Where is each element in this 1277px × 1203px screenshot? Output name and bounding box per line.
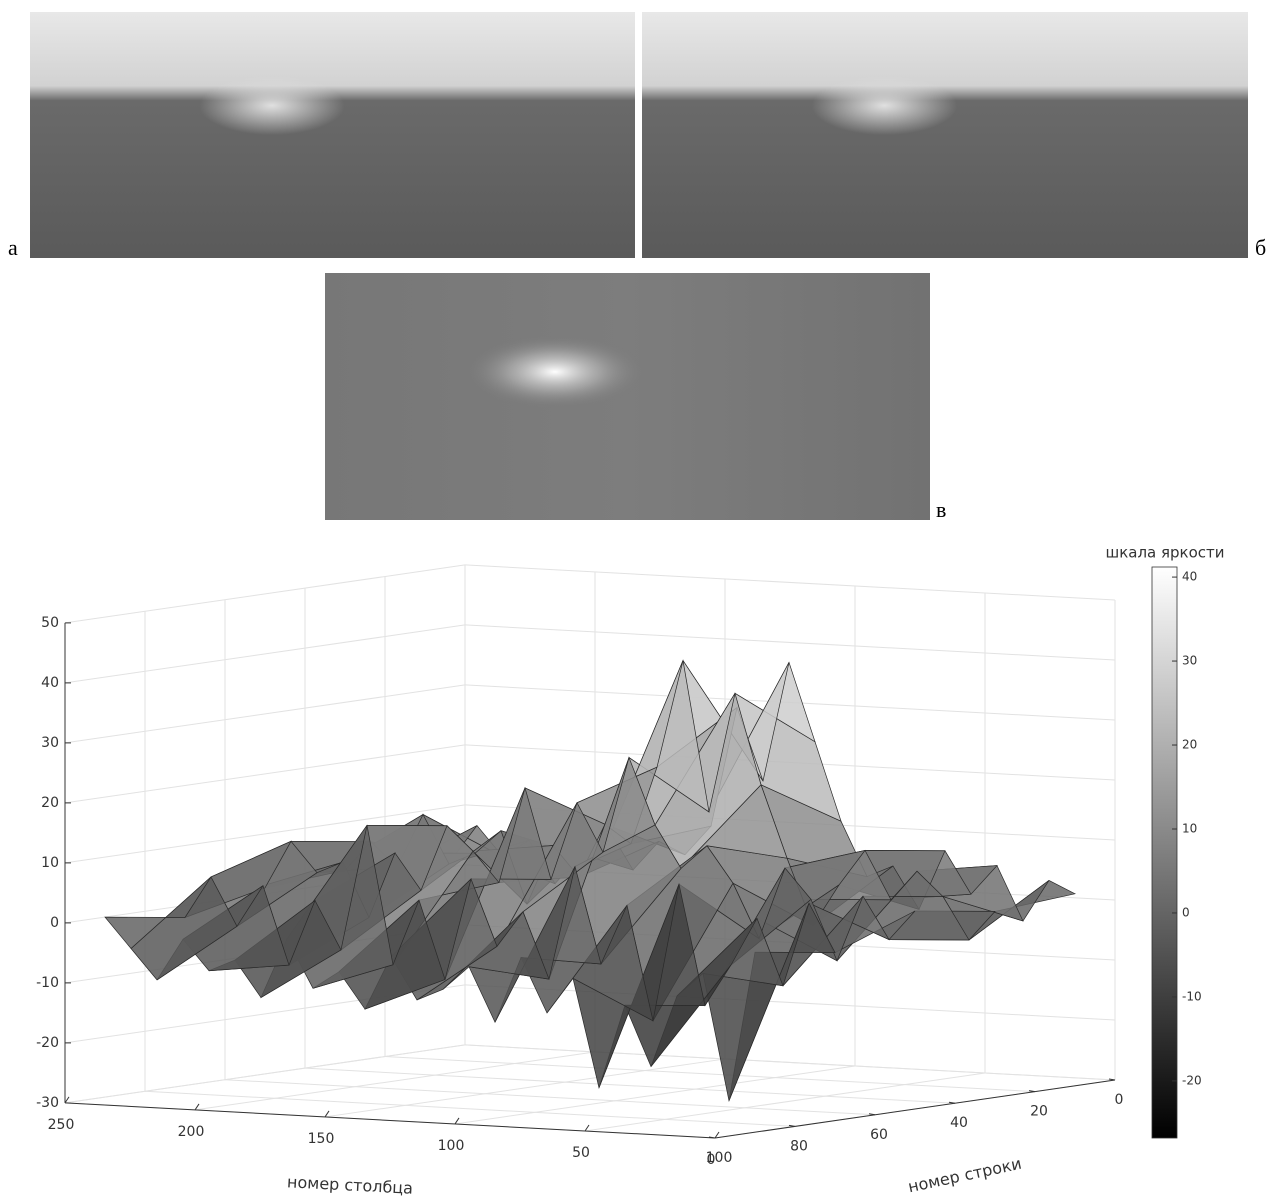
surface-plot: -30 -20 -10 0 10 20 30 40 50 0 50 100 150 200 250 0 20 40… bbox=[36, 564, 1124, 1198]
grid-line bbox=[464, 564, 1116, 601]
axis-line bbox=[64, 1102, 716, 1139]
x-tick-label: 100 bbox=[438, 1138, 465, 1154]
z-tick-label: 50 bbox=[41, 615, 59, 631]
grid-line bbox=[464, 1044, 1116, 1081]
grid-line bbox=[64, 1044, 466, 1104]
colorbar-tick-label: -20 bbox=[1182, 1073, 1202, 1087]
x-tick-label: 0 bbox=[707, 1152, 716, 1168]
grid-line bbox=[464, 984, 1116, 1021]
grid-line bbox=[304, 1067, 956, 1104]
tick-mark bbox=[584, 1124, 590, 1132]
z-tick-label: 0 bbox=[50, 915, 59, 931]
grid-line bbox=[64, 624, 466, 684]
colorbar-tick-label: 20 bbox=[1182, 738, 1197, 752]
colorbar-title: шкала яркости bbox=[1105, 544, 1224, 562]
y-tick-label: 20 bbox=[1030, 1104, 1048, 1120]
z-tick-label: -30 bbox=[36, 1095, 59, 1111]
grid-line bbox=[224, 1079, 876, 1116]
surface-face bbox=[104, 876, 212, 950]
grid-line bbox=[584, 1072, 986, 1132]
grid-line bbox=[454, 1065, 856, 1125]
grid-line bbox=[194, 1051, 596, 1111]
tick-mark bbox=[194, 1103, 200, 1111]
grid-line bbox=[64, 804, 466, 864]
z-tick-label: 10 bbox=[41, 855, 59, 871]
z-tick-label: 30 bbox=[41, 735, 59, 751]
z-tick-label: 40 bbox=[41, 675, 59, 691]
y-tick-label: 0 bbox=[1115, 1092, 1124, 1108]
z-tick-label: -20 bbox=[36, 1035, 59, 1051]
tick-mark bbox=[64, 1096, 70, 1104]
grid-line bbox=[324, 1058, 726, 1118]
y-tick-label: 100 bbox=[706, 1150, 733, 1166]
grid-line bbox=[464, 624, 1116, 661]
panel-label: а bbox=[8, 235, 18, 260]
x-tick-label: 200 bbox=[178, 1124, 205, 1140]
colorbar-tick-label: -10 bbox=[1182, 989, 1202, 1003]
colorbar-tick-label: 40 bbox=[1182, 570, 1197, 584]
grid-line bbox=[144, 1090, 796, 1127]
y-tick-label: 40 bbox=[950, 1115, 968, 1131]
y-tick-label: 60 bbox=[870, 1127, 888, 1143]
smoke bbox=[642, 12, 1248, 258]
bright-spots bbox=[325, 273, 930, 520]
z-tick-label: 20 bbox=[41, 795, 59, 811]
x-tick-label: 250 bbox=[48, 1117, 75, 1133]
panel-label: в bbox=[936, 497, 946, 522]
x-axis-title: номер столбца bbox=[287, 1172, 414, 1198]
colorbar-tick-label: 30 bbox=[1182, 654, 1197, 668]
colorbar bbox=[1151, 566, 1178, 1139]
grid-line bbox=[64, 564, 466, 624]
colorbar-tick-label: 10 bbox=[1182, 821, 1197, 835]
axis-line bbox=[714, 1079, 1116, 1139]
grid-line bbox=[384, 1056, 1036, 1093]
tick-mark bbox=[454, 1117, 460, 1125]
smoke bbox=[30, 12, 635, 258]
z-tick-label: -10 bbox=[36, 975, 59, 991]
grid-line bbox=[64, 684, 466, 744]
panel-label: б bbox=[1255, 235, 1266, 260]
colorbar-tick-label: 0 bbox=[1182, 905, 1190, 919]
y-axis-title: номер строки bbox=[906, 1154, 1023, 1197]
y-tick-label: 80 bbox=[790, 1138, 808, 1154]
grid-line bbox=[64, 744, 466, 804]
x-tick-label: 150 bbox=[308, 1131, 335, 1147]
tick-mark bbox=[324, 1110, 330, 1118]
x-tick-label: 50 bbox=[572, 1145, 590, 1161]
tick-mark bbox=[714, 1131, 720, 1139]
